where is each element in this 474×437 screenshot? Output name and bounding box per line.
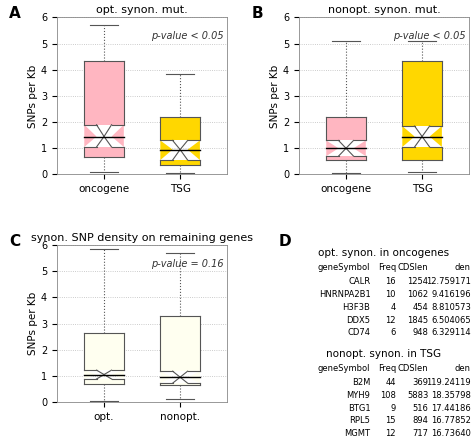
Polygon shape (160, 140, 173, 160)
Title: nonopt. synon. mut.: nonopt. synon. mut. (328, 5, 440, 15)
Text: den: den (455, 364, 471, 373)
Polygon shape (84, 147, 124, 157)
Text: 12: 12 (385, 316, 396, 325)
Polygon shape (402, 147, 442, 160)
Polygon shape (84, 61, 124, 125)
Text: 12.759171: 12.759171 (426, 277, 471, 286)
Text: 10: 10 (385, 290, 396, 299)
Text: 1845: 1845 (407, 316, 428, 325)
Polygon shape (326, 140, 338, 156)
Polygon shape (354, 140, 366, 156)
Text: B: B (251, 7, 263, 21)
Text: D: D (278, 234, 291, 249)
Text: 9.416196: 9.416196 (431, 290, 471, 299)
Polygon shape (326, 156, 366, 160)
Polygon shape (111, 370, 124, 379)
Polygon shape (84, 379, 124, 384)
Text: B2M: B2M (352, 378, 370, 387)
Text: opt. synon. in oncogenes: opt. synon. in oncogenes (319, 248, 450, 258)
Text: CDSlen: CDSlen (398, 364, 428, 373)
Text: 454: 454 (412, 303, 428, 312)
Text: 9: 9 (391, 404, 396, 413)
Text: H3F3B: H3F3B (343, 303, 370, 312)
Text: BTG1: BTG1 (348, 404, 370, 413)
Title: opt. synon. mut.: opt. synon. mut. (96, 5, 188, 15)
Polygon shape (429, 126, 442, 147)
Text: 119.24119: 119.24119 (426, 378, 471, 387)
Polygon shape (84, 125, 97, 147)
Text: CDSlen: CDSlen (398, 263, 428, 272)
Text: 5883: 5883 (407, 391, 428, 400)
Text: p-value < 0.05: p-value < 0.05 (392, 31, 465, 42)
Y-axis label: SNPs per Kb: SNPs per Kb (28, 64, 38, 128)
Text: MYH9: MYH9 (346, 391, 370, 400)
Polygon shape (160, 117, 200, 140)
Title: synon. SNP density on remaining genes: synon. SNP density on remaining genes (31, 233, 253, 243)
Text: 16.73640: 16.73640 (431, 429, 471, 437)
Text: geneSymbol: geneSymbol (318, 364, 370, 373)
Text: 717: 717 (412, 429, 428, 437)
Text: A: A (9, 7, 21, 21)
Text: CALR: CALR (348, 277, 370, 286)
Polygon shape (188, 140, 200, 160)
Text: 8.810573: 8.810573 (431, 303, 471, 312)
Text: p-value = 0.16: p-value = 0.16 (151, 259, 223, 269)
Text: den: den (455, 263, 471, 272)
Text: Freq: Freq (378, 263, 396, 272)
Text: 894: 894 (412, 416, 428, 426)
Y-axis label: SNPs per Kb: SNPs per Kb (270, 64, 280, 128)
Polygon shape (84, 370, 97, 379)
Text: 948: 948 (412, 329, 428, 337)
Polygon shape (84, 333, 124, 370)
Polygon shape (188, 371, 200, 383)
Text: 17.44186: 17.44186 (431, 404, 471, 413)
Text: 12: 12 (385, 429, 396, 437)
Polygon shape (160, 371, 173, 383)
Text: 1062: 1062 (407, 290, 428, 299)
Text: 108: 108 (380, 391, 396, 400)
Text: 15: 15 (385, 416, 396, 426)
Polygon shape (402, 61, 442, 126)
Text: 44: 44 (385, 378, 396, 387)
Text: RPL5: RPL5 (349, 416, 370, 426)
Y-axis label: SNPs per Kb: SNPs per Kb (28, 292, 38, 355)
Text: 6: 6 (391, 329, 396, 337)
Text: 516: 516 (412, 404, 428, 413)
Text: nonopt. synon. in TSG: nonopt. synon. in TSG (327, 349, 442, 359)
Text: 16.77852: 16.77852 (431, 416, 471, 426)
Polygon shape (160, 383, 200, 385)
Text: 6.329114: 6.329114 (431, 329, 471, 337)
Polygon shape (160, 316, 200, 371)
Text: 6.504065: 6.504065 (431, 316, 471, 325)
Text: geneSymbol: geneSymbol (318, 263, 370, 272)
Text: 4: 4 (391, 303, 396, 312)
Text: 18.35798: 18.35798 (431, 391, 471, 400)
Polygon shape (326, 117, 366, 140)
Text: p-value < 0.05: p-value < 0.05 (151, 31, 223, 42)
Text: 369: 369 (412, 378, 428, 387)
Text: C: C (9, 234, 20, 249)
Text: HNRNPA2B1: HNRNPA2B1 (319, 290, 370, 299)
Polygon shape (402, 126, 415, 147)
Text: CD74: CD74 (347, 329, 370, 337)
Polygon shape (160, 160, 200, 165)
Text: MGMT: MGMT (345, 429, 370, 437)
Text: 1254: 1254 (407, 277, 428, 286)
Text: 16: 16 (385, 277, 396, 286)
Text: Freq: Freq (378, 364, 396, 373)
Text: DDX5: DDX5 (346, 316, 370, 325)
Polygon shape (111, 125, 124, 147)
